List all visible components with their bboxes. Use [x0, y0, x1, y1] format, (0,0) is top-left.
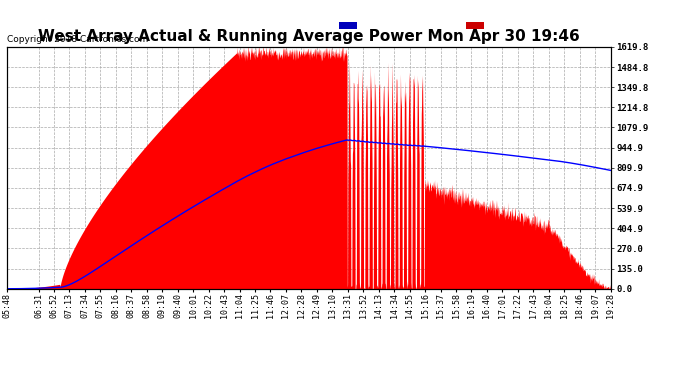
Legend: Average  (DC Watts), West Array  (DC Watts): Average (DC Watts), West Array (DC Watts…: [337, 20, 606, 33]
Text: Copyright 2018 Cartronics.com: Copyright 2018 Cartronics.com: [7, 36, 148, 45]
Title: West Array Actual & Running Average Power Mon Apr 30 19:46: West Array Actual & Running Average Powe…: [38, 29, 580, 44]
